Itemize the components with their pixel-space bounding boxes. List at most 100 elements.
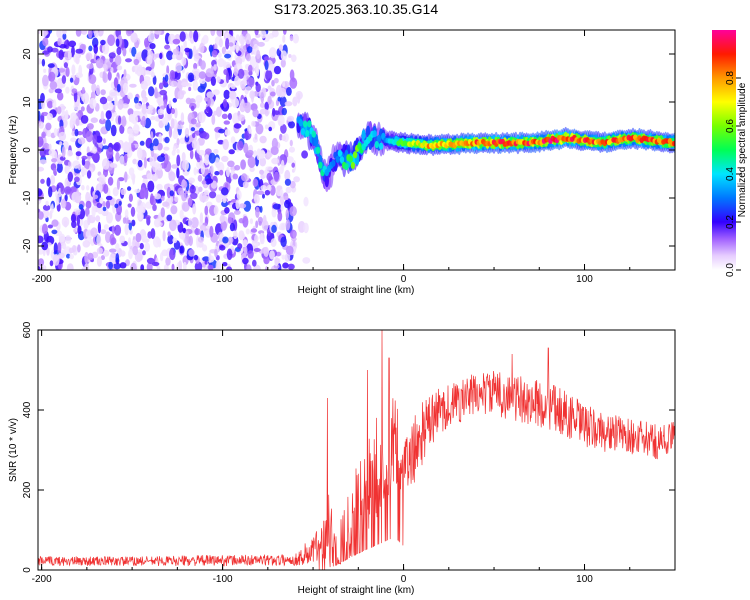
noise-speckle [112,143,120,151]
noise-speckle [195,122,201,128]
noise-speckle [103,183,109,194]
noise-speckle [77,225,82,235]
noise-speckle [210,76,216,86]
colorbar-gradient [712,30,736,270]
noise-speckle [128,193,133,202]
noise-speckle [95,84,101,96]
noise-speckle [58,49,64,61]
noise-speckle [87,214,91,226]
noise-speckle [281,223,285,231]
noise-speckle [68,247,75,254]
noise-speckle [153,218,161,228]
noise-speckle [172,145,177,152]
y-tick-label: 600 [22,321,33,338]
noise-speckle [271,79,275,87]
noise-speckle [90,117,99,123]
noise-speckle [289,77,298,89]
noise-speckle [100,110,105,121]
noise-speckle [60,185,65,195]
noise-speckle [207,97,211,108]
noise-speckle [222,262,228,267]
spectrogram-y-label: Frequency (Hz) [8,116,19,185]
noise-speckle [100,89,106,96]
noise-speckle [297,92,301,104]
noise-speckle [234,75,241,86]
noise-speckle [124,223,129,236]
noise-speckle [146,108,153,115]
noise-speckle [204,189,209,196]
noise-speckle [288,54,292,58]
noise-speckle [198,111,206,123]
noise-speckle [146,173,154,180]
noise-speckle [129,83,137,88]
noise-speckle [102,145,109,150]
noise-speckle [277,114,285,126]
noise-speckle [247,250,254,259]
noise-speckle [38,58,42,65]
noise-speckle [272,203,281,210]
noise-speckle [259,169,265,175]
noise-speckle [71,64,76,76]
noise-speckle [284,169,291,181]
noise-speckle [258,221,262,226]
ridge-peak-blob [305,129,310,138]
noise-speckle [241,173,248,182]
noise-speckle [286,86,292,96]
noise-speckle [205,68,214,78]
noise-speckle [50,175,56,185]
noise-speckle [42,204,51,211]
noise-speckle [38,30,42,35]
noise-speckle [149,30,155,42]
chart-title: S173.2025.363.10.35.G14 [274,1,438,17]
ridge-peak-blob [374,141,379,149]
noise-speckle [233,230,238,240]
noise-speckle [47,224,54,229]
noise-speckle [168,100,172,109]
noise-speckle [61,146,66,158]
spectrogram-x-label: Height of straight line (km) [298,285,415,296]
noise-speckle [58,68,66,73]
noise-speckle [267,85,272,90]
noise-speckle [139,242,144,250]
noise-speckle [102,206,107,212]
noise-speckle [205,148,212,155]
noise-speckle [252,178,259,187]
noise-speckle [226,248,233,261]
noise-speckle [275,99,280,107]
noise-speckle [147,180,155,193]
noise-speckle [181,56,187,66]
noise-speckle [102,138,106,145]
noise-speckle [184,127,190,138]
noise-speckle [202,244,208,252]
ridge-peak-blob [311,130,316,138]
noise-speckle [127,186,132,191]
noise-speckle [216,30,224,37]
noise-speckle [134,102,143,110]
noise-speckle [192,45,197,58]
noise-speckle [175,62,182,74]
noise-speckle [128,249,133,260]
noise-speckle [154,193,162,200]
noise-speckle [179,245,185,254]
noise-speckle [67,161,72,167]
noise-speckle [230,84,236,90]
noise-speckle [181,180,188,189]
noise-speckle [280,236,287,248]
noise-speckle [165,257,171,266]
noise-speckle [133,124,140,134]
noise-speckle [92,194,99,200]
noise-speckle [178,260,183,270]
ridge-peak-blob [337,149,343,157]
noise-speckle [112,187,119,197]
noise-speckle [131,114,139,125]
noise-speckle [106,212,113,224]
noise-speckle [166,186,171,199]
noise-speckle [92,134,98,146]
noise-speckle [199,212,204,224]
noise-speckle [115,151,120,162]
noise-speckle [81,155,88,160]
noise-speckle [105,119,112,132]
ridge-peak-blob [350,161,356,170]
noise-speckle [218,38,223,48]
noise-speckle [253,193,260,204]
